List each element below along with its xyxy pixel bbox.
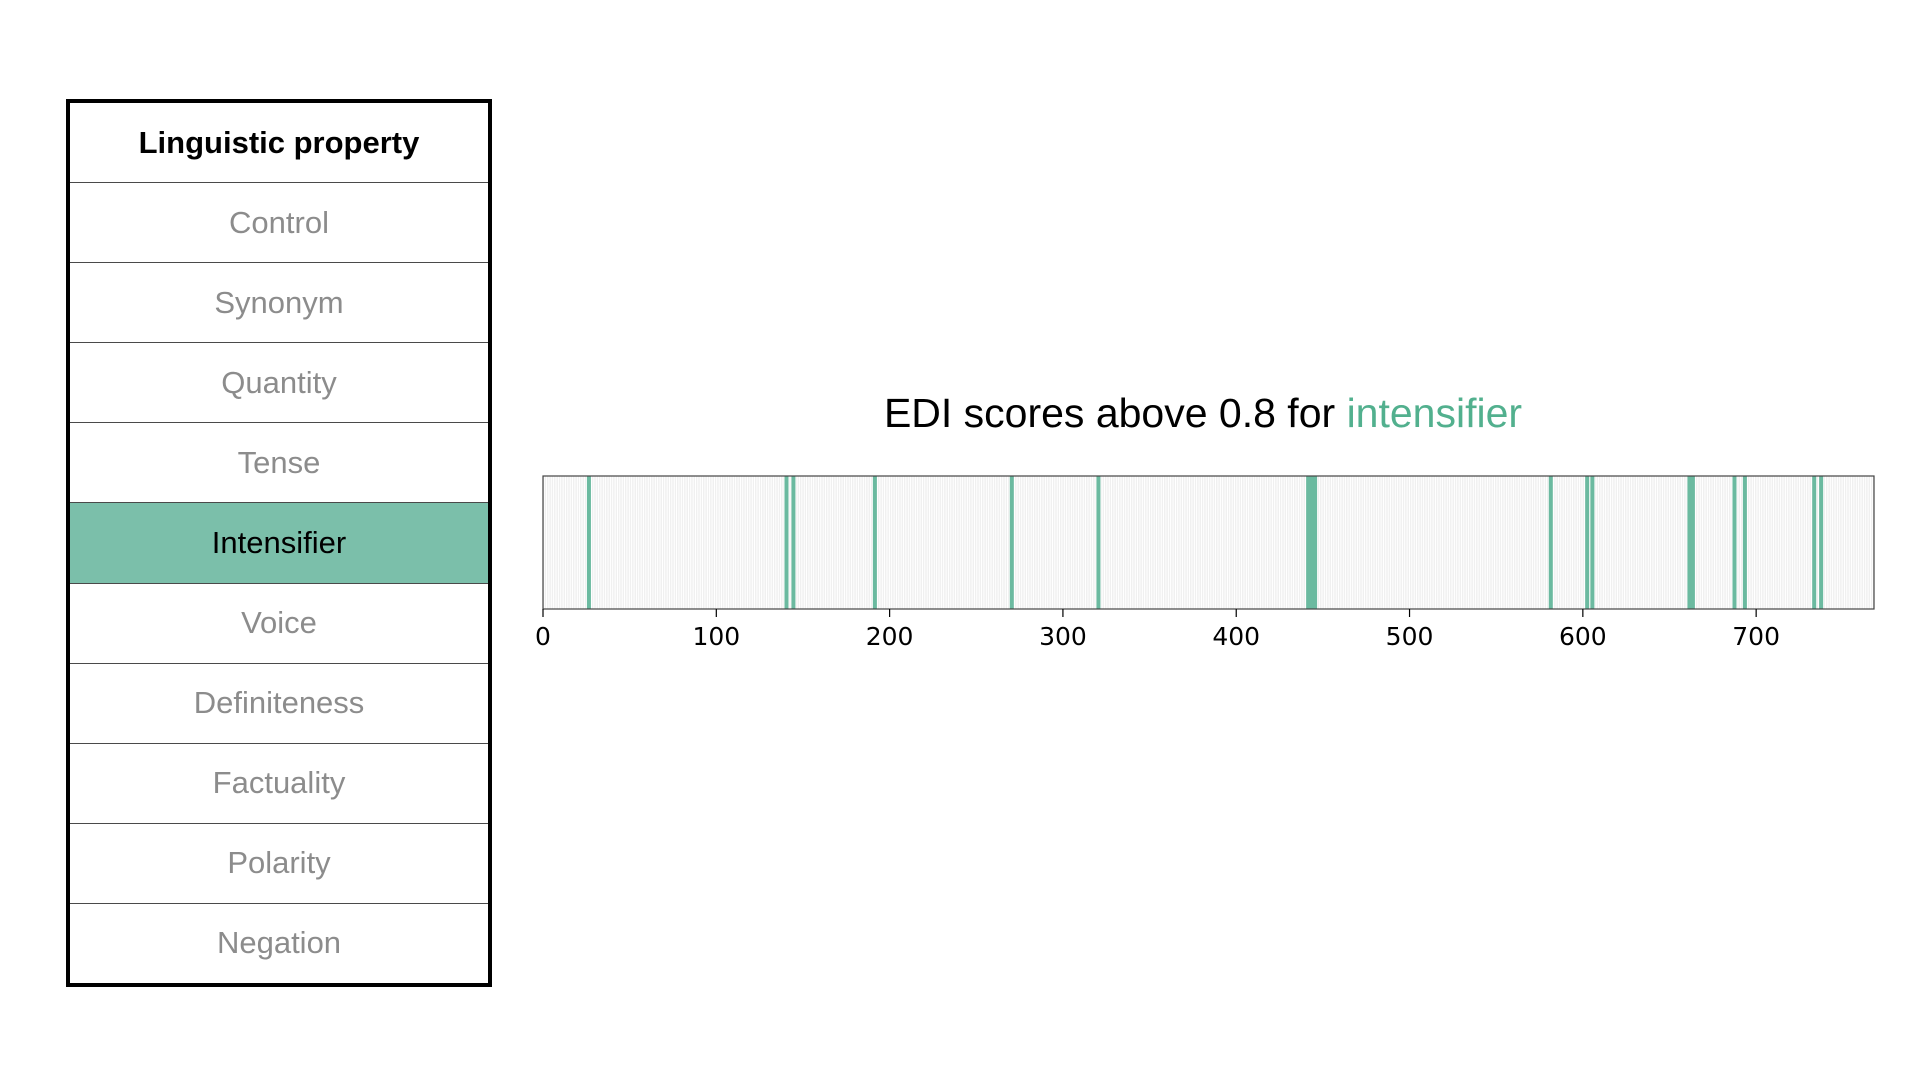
x-tick-label: 0 (535, 622, 551, 651)
table-row-negation: Negation (70, 902, 488, 983)
table-row-factuality: Factuality (70, 742, 488, 823)
highlight-bar (1819, 476, 1824, 609)
chart-title-highlight: intensifier (1346, 390, 1523, 436)
x-tick-label: 500 (1386, 622, 1434, 651)
chart-title: EDI scores above 0.8 for intensifier (540, 390, 1866, 437)
highlight-bar (1590, 476, 1595, 609)
chart-title-text: EDI scores above 0.8 for (883, 390, 1347, 436)
x-tick-label: 300 (1039, 622, 1087, 651)
highlight-bar (1687, 476, 1692, 609)
highlight-bar (791, 476, 796, 609)
linguistic-property-table: Linguistic property Control Synonym Quan… (66, 99, 492, 987)
highlight-bar (1548, 476, 1553, 609)
x-tick-label: 100 (692, 622, 740, 651)
highlight-bar (586, 476, 591, 609)
table-row-polarity: Polarity (70, 822, 488, 903)
table-row-intensifier: Intensifier (70, 502, 488, 583)
table-row-synonym: Synonym (70, 262, 488, 342)
x-tick-label: 700 (1732, 622, 1780, 651)
highlight-bar (872, 476, 877, 609)
highlight-bar (1009, 476, 1014, 609)
table-row-quantity: Quantity (70, 342, 488, 422)
x-tick-label: 600 (1559, 622, 1607, 651)
table-header: Linguistic property (138, 124, 420, 160)
highlight-bar (1096, 476, 1101, 609)
highlighted-dimension-lines (586, 476, 1824, 609)
highlight-bar (1690, 476, 1695, 609)
highlight-bar (1742, 476, 1747, 609)
table-row-control: Control (70, 182, 488, 262)
table-row-tense: Tense (70, 422, 488, 502)
x-axis: 0 100 200 300 400 500 600 700 (535, 609, 1780, 651)
x-tick-label: 200 (866, 622, 914, 651)
x-tick-label: 400 (1212, 622, 1260, 651)
table-row-voice: Voice (70, 582, 488, 663)
highlight-bar (1585, 476, 1590, 609)
highlight-bar (1313, 476, 1318, 609)
table-row-definiteness: Definiteness (70, 662, 488, 743)
highlight-bar (1732, 476, 1737, 609)
highlight-bar (1812, 476, 1817, 609)
highlight-bar (1309, 476, 1314, 609)
plot-frame (542, 475, 1875, 610)
background-dimension-lines (543, 476, 1874, 609)
highlight-bar (784, 476, 789, 609)
highlight-bar (1306, 476, 1311, 609)
